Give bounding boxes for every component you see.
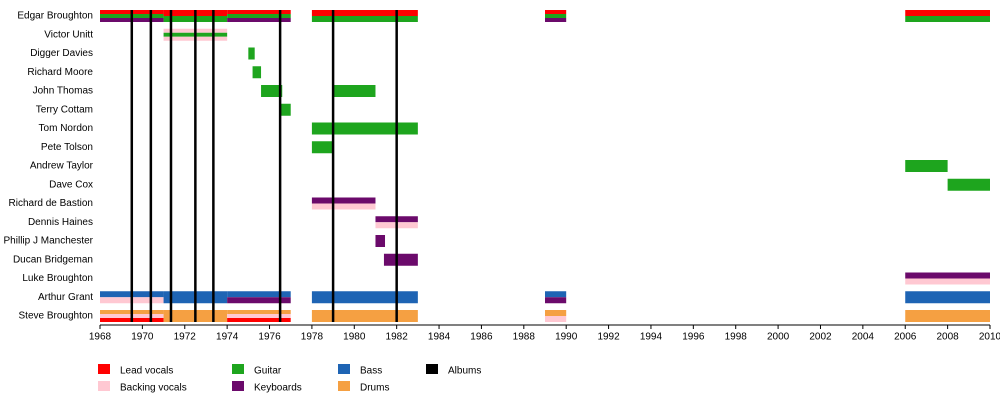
x-tick-label: 2004 bbox=[852, 332, 875, 343]
x-tick-label: 1968 bbox=[89, 332, 112, 343]
x-tick-label: 1988 bbox=[513, 332, 536, 343]
member-label: Edgar Broughton bbox=[17, 11, 93, 22]
role-stripe bbox=[545, 18, 567, 22]
role-stripe bbox=[333, 85, 376, 97]
role-stripe bbox=[905, 272, 990, 279]
role-stripe bbox=[545, 14, 567, 18]
legend-label: Backing vocals bbox=[120, 383, 187, 394]
x-tick-label: 2002 bbox=[809, 332, 832, 343]
role-stripe bbox=[227, 291, 291, 298]
role-stripe bbox=[227, 14, 291, 18]
x-tick-label: 1998 bbox=[725, 332, 748, 343]
role-stripe bbox=[545, 10, 567, 14]
role-stripe bbox=[227, 10, 291, 14]
role-stripe bbox=[227, 18, 291, 22]
role-stripe bbox=[905, 10, 990, 16]
member-label: Richard de Bastion bbox=[9, 198, 94, 209]
legend-label: Lead vocals bbox=[120, 366, 173, 377]
role-stripe bbox=[905, 310, 990, 322]
x-tick-label: 1976 bbox=[258, 332, 281, 343]
member-label: Dennis Haines bbox=[28, 217, 93, 228]
legend-swatch bbox=[232, 381, 244, 391]
member-label: Digger Davies bbox=[30, 48, 93, 59]
role-stripe bbox=[227, 314, 291, 318]
role-stripe bbox=[545, 316, 567, 322]
role-stripe bbox=[227, 310, 291, 314]
x-tick-label: 1980 bbox=[343, 332, 366, 343]
x-tick-label: 1970 bbox=[131, 332, 154, 343]
role-stripe bbox=[311, 122, 418, 135]
legend-swatch bbox=[98, 381, 110, 391]
role-stripe bbox=[311, 203, 376, 210]
x-tick-label: 2008 bbox=[936, 332, 959, 343]
role-stripe bbox=[905, 16, 990, 22]
member-label: Richard Moore bbox=[27, 67, 93, 78]
x-tick-label: 2010 bbox=[979, 332, 1000, 343]
legend-swatch bbox=[426, 364, 438, 374]
member-label: Dave Cox bbox=[49, 179, 93, 190]
role-stripe bbox=[248, 47, 255, 60]
role-stripe bbox=[311, 197, 376, 204]
member-label: Ducan Bridgeman bbox=[13, 254, 93, 265]
legend-label: Drums bbox=[360, 383, 389, 394]
member-label: Terry Cottam bbox=[36, 104, 93, 115]
x-tick-label: 1982 bbox=[386, 332, 409, 343]
member-label: Arthur Grant bbox=[38, 292, 93, 303]
x-tick-label: 1984 bbox=[428, 332, 451, 343]
x-tick-label: 2000 bbox=[767, 332, 790, 343]
x-tick-label: 1994 bbox=[640, 332, 663, 343]
x-tick-label: 1996 bbox=[682, 332, 705, 343]
role-stripe bbox=[227, 318, 291, 322]
role-stripe bbox=[905, 160, 948, 172]
role-stripe bbox=[227, 297, 291, 304]
member-label: Steve Broughton bbox=[19, 311, 94, 322]
x-tick-label: 1978 bbox=[301, 332, 324, 343]
legend-swatch bbox=[98, 364, 110, 374]
role-stripe bbox=[545, 297, 567, 304]
role-stripe bbox=[545, 310, 567, 316]
role-stripe bbox=[311, 16, 418, 22]
member-label: Phillip J Manchester bbox=[4, 236, 94, 247]
legend-label: Bass bbox=[360, 366, 382, 377]
x-tick-label: 1992 bbox=[597, 332, 620, 343]
role-stripe bbox=[311, 10, 418, 16]
role-stripe bbox=[311, 310, 418, 322]
legend-swatch bbox=[338, 381, 350, 391]
legend-swatch bbox=[338, 364, 350, 374]
role-stripe bbox=[311, 291, 418, 304]
member-label: Tom Nordon bbox=[39, 123, 93, 134]
role-stripe bbox=[905, 291, 990, 304]
x-tick-label: 2006 bbox=[894, 332, 917, 343]
x-tick-label: 1972 bbox=[174, 332, 197, 343]
member-label: Pete Tolson bbox=[41, 142, 93, 153]
role-stripe bbox=[383, 253, 418, 266]
x-tick-label: 1990 bbox=[555, 332, 578, 343]
member-label: Luke Broughton bbox=[22, 273, 93, 284]
role-stripe bbox=[311, 141, 334, 154]
role-stripe bbox=[375, 235, 386, 247]
legend-swatch bbox=[232, 364, 244, 374]
role-stripe bbox=[905, 278, 990, 285]
member-label: Victor Unitt bbox=[44, 29, 93, 40]
legend-label: Guitar bbox=[254, 366, 282, 377]
role-stripe bbox=[252, 66, 262, 79]
x-tick-label: 1974 bbox=[216, 332, 239, 343]
role-stripe bbox=[261, 85, 283, 97]
legend-label: Albums bbox=[448, 366, 481, 377]
x-tick-label: 1986 bbox=[470, 332, 493, 343]
member-label: Andrew Taylor bbox=[30, 161, 94, 172]
role-stripe bbox=[947, 178, 990, 191]
member-label: John Thomas bbox=[33, 86, 93, 97]
role-stripe bbox=[280, 103, 291, 116]
legend-label: Keyboards bbox=[254, 383, 302, 394]
role-stripe bbox=[545, 291, 567, 298]
